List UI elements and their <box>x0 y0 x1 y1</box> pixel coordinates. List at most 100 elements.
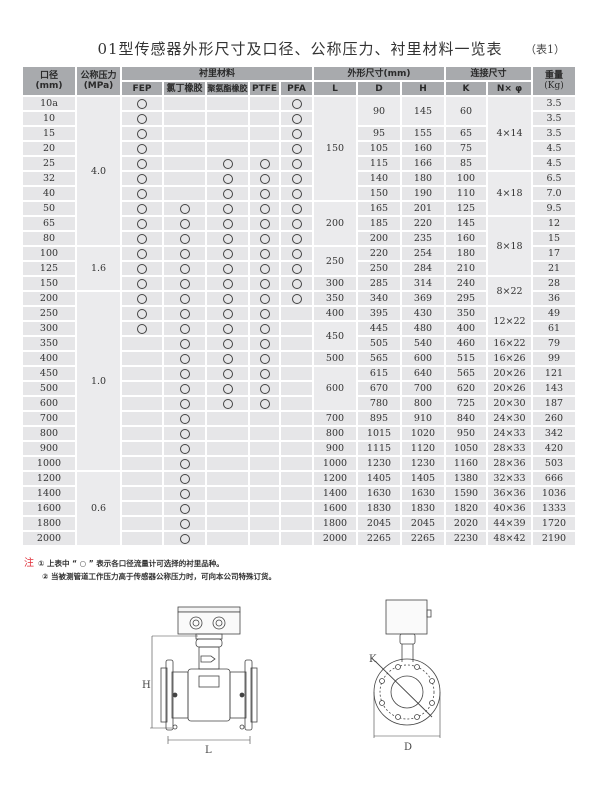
available-circle-icon <box>291 113 302 124</box>
cell-weight: 1036 <box>533 487 575 500</box>
cell-k: 1380 <box>446 472 486 485</box>
cell-lining-ptfe <box>250 427 279 440</box>
cell-h: 800 <box>402 397 444 410</box>
cell-dn: 200 <box>23 292 75 305</box>
cell-l: 800 <box>314 427 356 440</box>
cell-lining-pfa <box>281 172 312 185</box>
cell-h: 180 <box>402 172 444 185</box>
cell-lining-neoprene <box>164 517 205 530</box>
table-row: 15 95 155 65 3.5 <box>23 127 575 140</box>
cell-lining-ptfe <box>250 442 279 455</box>
table-row: 600 780 800 725 20×30 187 <box>23 397 575 410</box>
cell-weight: 342 <box>533 427 575 440</box>
cell-dn: 80 <box>23 232 75 245</box>
header-outline: 外形尺寸(mm) <box>314 67 444 80</box>
header-polyurethane: 聚氨酯橡胶 <box>207 82 248 95</box>
cell-lining-polyurethane <box>207 427 248 440</box>
cell-lining-ptfe <box>250 187 279 200</box>
cell-lining-neoprene <box>164 532 205 545</box>
cell-lining-fep <box>122 187 162 200</box>
table-row: 500 670 700 620 20×26 143 <box>23 382 575 395</box>
cell-lining-neoprene <box>164 97 205 110</box>
cell-lining-polyurethane <box>207 472 248 485</box>
table-row: 10 3.5 <box>23 112 575 125</box>
cell-k: 85 <box>446 157 486 170</box>
cell-lining-neoprene <box>164 292 205 305</box>
cell-lining-fep <box>122 442 162 455</box>
cell-n-phi: 28×36 <box>488 457 531 470</box>
available-circle-icon <box>179 458 190 469</box>
dimension-drawings: H L K D <box>142 599 441 756</box>
table-row: 80 200 235 160 15 <box>23 232 575 245</box>
table-row: 1200 0.6 1200 1405 1405 1380 32×33 666 <box>23 472 575 545</box>
available-circle-icon <box>259 158 270 169</box>
cell-l: 200 <box>314 202 356 245</box>
cell-k: 65 <box>446 127 486 140</box>
cell-h: 166 <box>402 157 444 170</box>
cell-weight: 21 <box>533 262 575 275</box>
cell-lining-polyurethane <box>207 457 248 470</box>
cell-dn: 10a <box>23 97 75 110</box>
cell-lining-polyurethane <box>207 412 248 425</box>
cell-d: 115 <box>358 157 400 170</box>
cell-d: 1830 <box>358 502 400 515</box>
cell-lining-fep <box>122 532 162 545</box>
cell-lining-ptfe <box>250 532 279 545</box>
cell-h: 155 <box>402 127 444 140</box>
available-circle-icon <box>259 173 270 184</box>
available-circle-icon <box>179 413 190 424</box>
available-circle-icon <box>222 218 233 229</box>
cell-l: 350 <box>314 292 356 305</box>
available-circle-icon <box>179 308 190 319</box>
available-circle-icon <box>291 233 302 244</box>
cell-weight: 9.5 <box>533 202 575 215</box>
table-row: 200 1.0 350 340 369 295 36 <box>23 292 575 470</box>
cell-lining-ptfe <box>250 172 279 185</box>
cell-k: 725 <box>446 397 486 410</box>
cell-lining-ptfe <box>250 472 279 485</box>
cell-lining-polyurethane <box>207 532 248 545</box>
available-circle-icon <box>291 98 302 109</box>
cell-weight: 99 <box>533 352 575 365</box>
cell-k: 2020 <box>446 517 486 530</box>
cell-n-phi: 24×33 <box>488 427 531 440</box>
header-dn: 口径 (mm) <box>23 67 75 95</box>
cell-lining-pfa <box>281 112 312 125</box>
table-row: 1800 1800 2045 2045 2020 44×39 1720 <box>23 517 575 530</box>
cell-k: 400 <box>446 322 486 335</box>
cell-k: 1160 <box>446 457 486 470</box>
cell-k: 210 <box>446 262 486 275</box>
cell-lining-ptfe <box>250 262 279 275</box>
cell-k: 110 <box>446 187 486 200</box>
cell-lining-polyurethane <box>207 202 248 215</box>
cell-k: 125 <box>446 202 486 215</box>
cell-n-phi: 20×30 <box>488 397 531 410</box>
cell-lining-ptfe <box>250 412 279 425</box>
cell-lining-ptfe <box>250 322 279 335</box>
cell-h: 314 <box>402 277 444 290</box>
cell-lining-ptfe <box>250 517 279 530</box>
cell-h: 160 <box>402 142 444 155</box>
label-h: H <box>142 680 151 691</box>
cell-lining-pfa <box>281 307 312 320</box>
cell-lining-pfa <box>281 352 312 365</box>
available-circle-icon <box>291 218 302 229</box>
available-circle-icon <box>222 158 233 169</box>
cell-lining-neoprene <box>164 337 205 350</box>
cell-lining-ptfe <box>250 232 279 245</box>
cell-d: 285 <box>358 277 400 290</box>
cell-weight: 1333 <box>533 502 575 515</box>
cell-lining-neoprene <box>164 352 205 365</box>
cell-dn: 1600 <box>23 502 75 515</box>
note-mark: 注 <box>24 558 34 569</box>
available-circle-icon <box>179 293 190 304</box>
cell-h: 1630 <box>402 487 444 500</box>
available-circle-icon <box>137 143 147 154</box>
cell-l: 150 <box>314 97 356 200</box>
cell-h: 145 <box>402 97 444 125</box>
available-circle-icon <box>137 233 147 244</box>
cell-lining-polyurethane <box>207 502 248 515</box>
available-circle-icon <box>179 218 190 229</box>
cell-lining-neoprene <box>164 232 205 245</box>
cell-lining-fep <box>122 472 162 485</box>
